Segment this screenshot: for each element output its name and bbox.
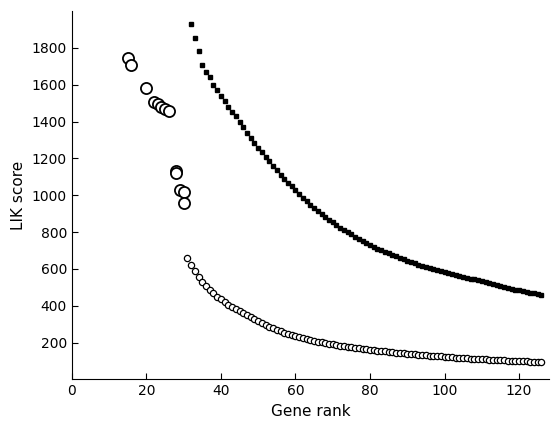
X-axis label: Gene rank: Gene rank <box>270 404 350 419</box>
Y-axis label: LIK score: LIK score <box>11 161 26 230</box>
